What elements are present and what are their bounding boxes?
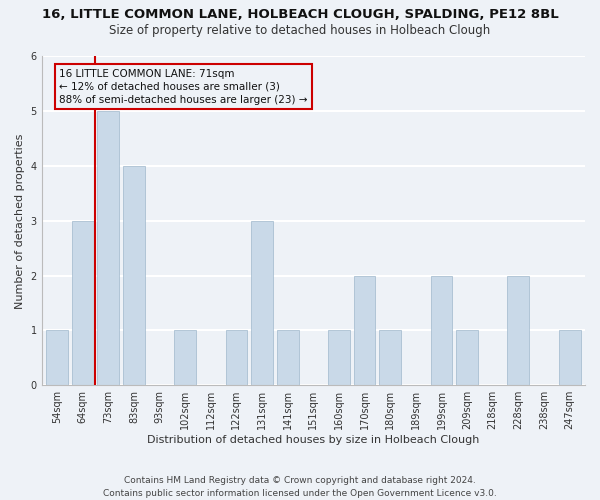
Bar [353,276,376,385]
Text: Contains HM Land Registry data © Crown copyright and database right 2024.
Contai: Contains HM Land Registry data © Crown c… [103,476,497,498]
Bar [431,276,452,385]
Text: Size of property relative to detached houses in Holbeach Clough: Size of property relative to detached ho… [109,24,491,37]
Y-axis label: Number of detached properties: Number of detached properties [15,133,25,308]
X-axis label: Distribution of detached houses by size in Holbeach Clough: Distribution of detached houses by size … [147,435,479,445]
Bar [72,221,94,385]
Bar [328,330,350,385]
Bar [97,112,119,385]
Bar [456,330,478,385]
Bar [46,330,68,385]
Bar [379,330,401,385]
Bar [508,276,529,385]
Text: 16, LITTLE COMMON LANE, HOLBEACH CLOUGH, SPALDING, PE12 8BL: 16, LITTLE COMMON LANE, HOLBEACH CLOUGH,… [41,8,559,20]
Bar [559,330,581,385]
Bar [277,330,299,385]
Bar [226,330,247,385]
Bar [251,221,273,385]
Bar [123,166,145,385]
Text: 16 LITTLE COMMON LANE: 71sqm
← 12% of detached houses are smaller (3)
88% of sem: 16 LITTLE COMMON LANE: 71sqm ← 12% of de… [59,68,308,105]
Bar [174,330,196,385]
